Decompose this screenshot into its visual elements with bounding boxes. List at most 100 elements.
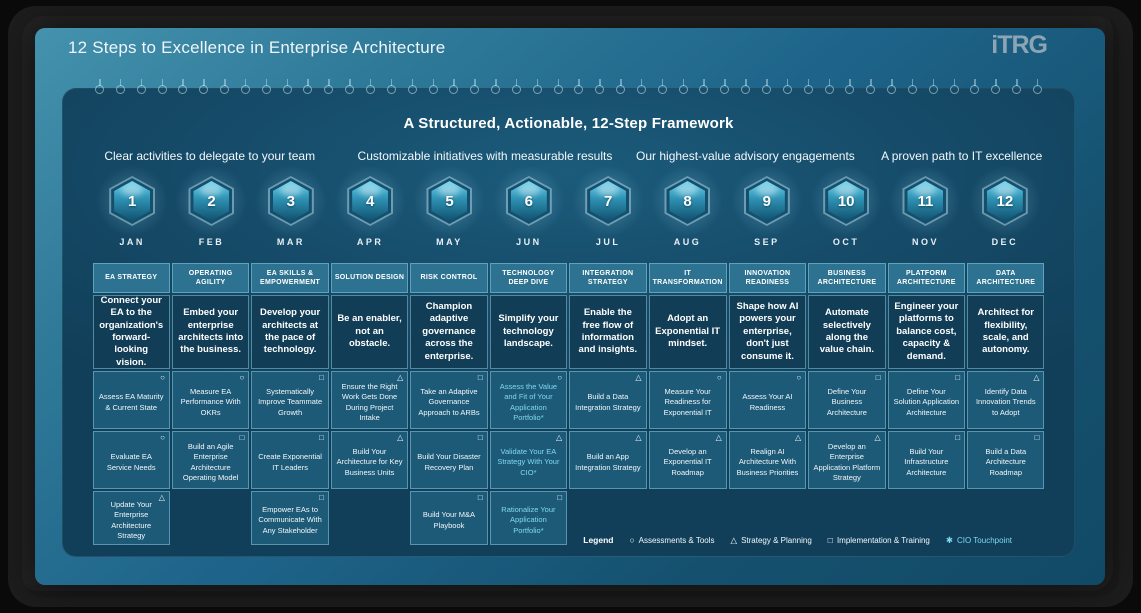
activity-cell[interactable]: △ Develop an Enterprise Application Platf… <box>808 431 886 489</box>
activity-cell[interactable]: □ Define Your Business Architecture <box>808 371 886 429</box>
subtitle-delegate: Clear activities to delegate to your tea… <box>104 149 316 163</box>
hexagon-icon: 6 <box>510 181 547 221</box>
activity-cell[interactable]: △ Validate Your EA Strategy With Your CIO… <box>489 431 568 489</box>
step-number: 12 <box>996 192 1014 210</box>
column-statement: Architect for flexibility, scale, and au… <box>967 295 1045 369</box>
step-month-label: AUG <box>673 237 702 247</box>
framework-title: A Structured, Actionable, 12-Step Framew… <box>403 115 734 132</box>
step-feb: 2 FEB <box>172 163 251 247</box>
activity-label: Assess EA Maturity & Current State <box>98 392 164 412</box>
step-sep: 9 SEP <box>727 163 806 247</box>
legend-item-label: Assessments & Tools <box>638 535 715 545</box>
column-7: INTEGRATION STRATEGY Enable the free flow… <box>569 263 647 547</box>
activity-label: Develop an Exponential IT Roadmap <box>663 447 712 477</box>
circle-icon: ○ <box>796 373 802 382</box>
triangle-icon: △ <box>730 534 738 545</box>
binding-ring <box>928 79 938 94</box>
step-number: 11 <box>917 192 934 210</box>
binding-ring <box>220 79 230 94</box>
step-oct: 10 OCT <box>807 163 886 247</box>
hexagon-ring: 10 <box>823 176 870 226</box>
legend-item-label: Implementation & Training <box>836 535 930 545</box>
activity-cell[interactable]: ○ Measure Your Readiness for Exponential … <box>648 371 727 429</box>
column-header: RISK CONTROL <box>410 263 488 293</box>
legend-item-circle: ○ Assessments & Tools <box>630 536 715 545</box>
binding-ring <box>407 79 417 94</box>
activity-cell[interactable]: □ Build Your Infrastructure Architecture <box>887 431 966 489</box>
empty-slot <box>172 491 249 545</box>
column-header: INNOVATION READINESS <box>728 263 807 293</box>
triangle-icon: △ <box>635 433 642 442</box>
itrg-logo: iTRG <box>991 31 1048 59</box>
circle-icon: ○ <box>239 373 245 382</box>
step-mar: 3 MAR <box>251 163 330 247</box>
hexagon-icon: 12 <box>986 181 1023 221</box>
activity-cell[interactable]: □ Rationalize Your Application Portfolio* <box>489 491 568 545</box>
column-statement: Enable the free flow of information and … <box>569 295 647 369</box>
activity-cell[interactable]: ○ Assess EA Maturity & Current State <box>92 371 170 429</box>
step-month-label: APR <box>356 237 384 247</box>
activity-cell[interactable]: ○ Assess Your AI Readiness <box>728 371 807 429</box>
activity-cell[interactable]: △ Build a Data Integration Strategy <box>569 371 647 429</box>
activity-cell[interactable]: □ Empower EAs to Communicate With Any Sta… <box>251 491 329 545</box>
activity-cell[interactable]: △ Develop an Exponential IT Roadmap <box>648 431 727 489</box>
circle-icon: ○ <box>160 373 165 382</box>
activity-label: Build Your Infrastructure Architecture <box>904 447 949 477</box>
activity-cell[interactable]: □ Take an Adaptive Governance Approach to… <box>410 371 488 429</box>
column-statement: Simplify your technology landscape. <box>489 295 568 369</box>
activity-label: Build Your Disaster Recovery Plan <box>417 452 481 472</box>
hexagon-ring: 9 <box>743 176 790 226</box>
column-header: TECHNOLOGY DEEP DIVE <box>489 263 568 293</box>
activity-cell[interactable]: △ Realign AI Architecture With Business P… <box>728 431 807 489</box>
activity-cell[interactable]: □ Build Your Disaster Recovery Plan <box>410 431 488 489</box>
column-5: RISK CONTROL Champion adaptive governance… <box>410 263 488 547</box>
activity-cell[interactable]: □ Build Your M&A Playbook <box>410 491 488 545</box>
step-dec: 12 DEC <box>965 163 1044 247</box>
activity-cell[interactable]: □ Build a Data Architecture Roadmap <box>967 431 1045 489</box>
step-month-label: MAR <box>276 237 305 247</box>
activity-cell[interactable]: ○ Measure EA Performance With OKRs <box>171 371 250 429</box>
binding-ring <box>199 79 209 94</box>
step-aug: 8 AUG <box>648 163 727 247</box>
step-month-label: JUN <box>516 237 542 247</box>
legend: Legend ○ Assessments & Tools △ Strategy & P… <box>583 535 1012 545</box>
square-icon: □ <box>955 373 961 382</box>
binding-ring <box>824 79 834 94</box>
activity-cell[interactable]: △ Build an App Integration Strategy <box>569 431 647 489</box>
column-12: DATA ARCHITECTURE Architect for flexibili… <box>967 263 1045 547</box>
column-1: EA STRATEGY Connect your EA to the organi… <box>92 263 170 547</box>
step-number: 4 <box>365 192 375 210</box>
activity-cell[interactable]: △ Identify Data Innovation Trends to Adop… <box>967 371 1045 429</box>
hexagon-badge: 5 <box>413 163 486 239</box>
activity-cell[interactable]: △ Build Your Architecture for Key Busines… <box>330 431 409 489</box>
activity-cell[interactable]: □ Systematically Improve Teammate Growth <box>251 371 329 429</box>
binding-ring <box>595 79 605 94</box>
binding-ring <box>803 79 813 94</box>
step-number: 5 <box>445 192 454 210</box>
activity-cell[interactable]: △ Update Your Enterprise Architecture Str… <box>92 491 170 545</box>
activity-cell[interactable]: □ Create Exponential IT Leaders <box>251 431 329 489</box>
activity-cell[interactable]: ○ Assess the Value and Fit of Your Applic… <box>489 371 568 429</box>
framework-subtitles: Clear activities to delegate to your tea… <box>63 149 1074 163</box>
hexagon-icon: 10 <box>828 181 865 221</box>
spiral-binding <box>95 79 1042 97</box>
subtitle-advisory: Our highest-value advisory engagements <box>636 149 855 163</box>
activity-cell[interactable]: □ Define Your Solution Application Archit… <box>887 371 966 429</box>
hexagon-badge: 7 <box>572 163 645 239</box>
step-month-label: DEC <box>991 237 1019 247</box>
binding-ring <box>991 79 1001 94</box>
step-number: 6 <box>524 192 533 210</box>
binding-ring <box>261 79 271 94</box>
activity-cell[interactable]: □ Build an Agile Enterprise Architecture … <box>171 431 250 489</box>
activity-cell[interactable]: △ Ensure the Right Work Gets Done During … <box>330 371 409 429</box>
triangle-icon: △ <box>635 373 642 382</box>
square-icon: □ <box>955 433 961 442</box>
binding-ring <box>636 79 646 94</box>
column-statement: Be an enabler, not an obstacle. <box>330 295 409 369</box>
activity-cell[interactable]: ○ Evaluate EA Service Needs <box>92 431 170 489</box>
column-11: PLATFORM ARCHITECTURE Engineer your platf… <box>887 263 966 547</box>
hexagon-badge: 2 <box>175 163 248 239</box>
activity-label: Systematically Improve Teammate Growth <box>258 387 323 417</box>
activity-label: Measure EA Performance With OKRs <box>180 387 241 417</box>
square-icon: □ <box>318 373 324 382</box>
